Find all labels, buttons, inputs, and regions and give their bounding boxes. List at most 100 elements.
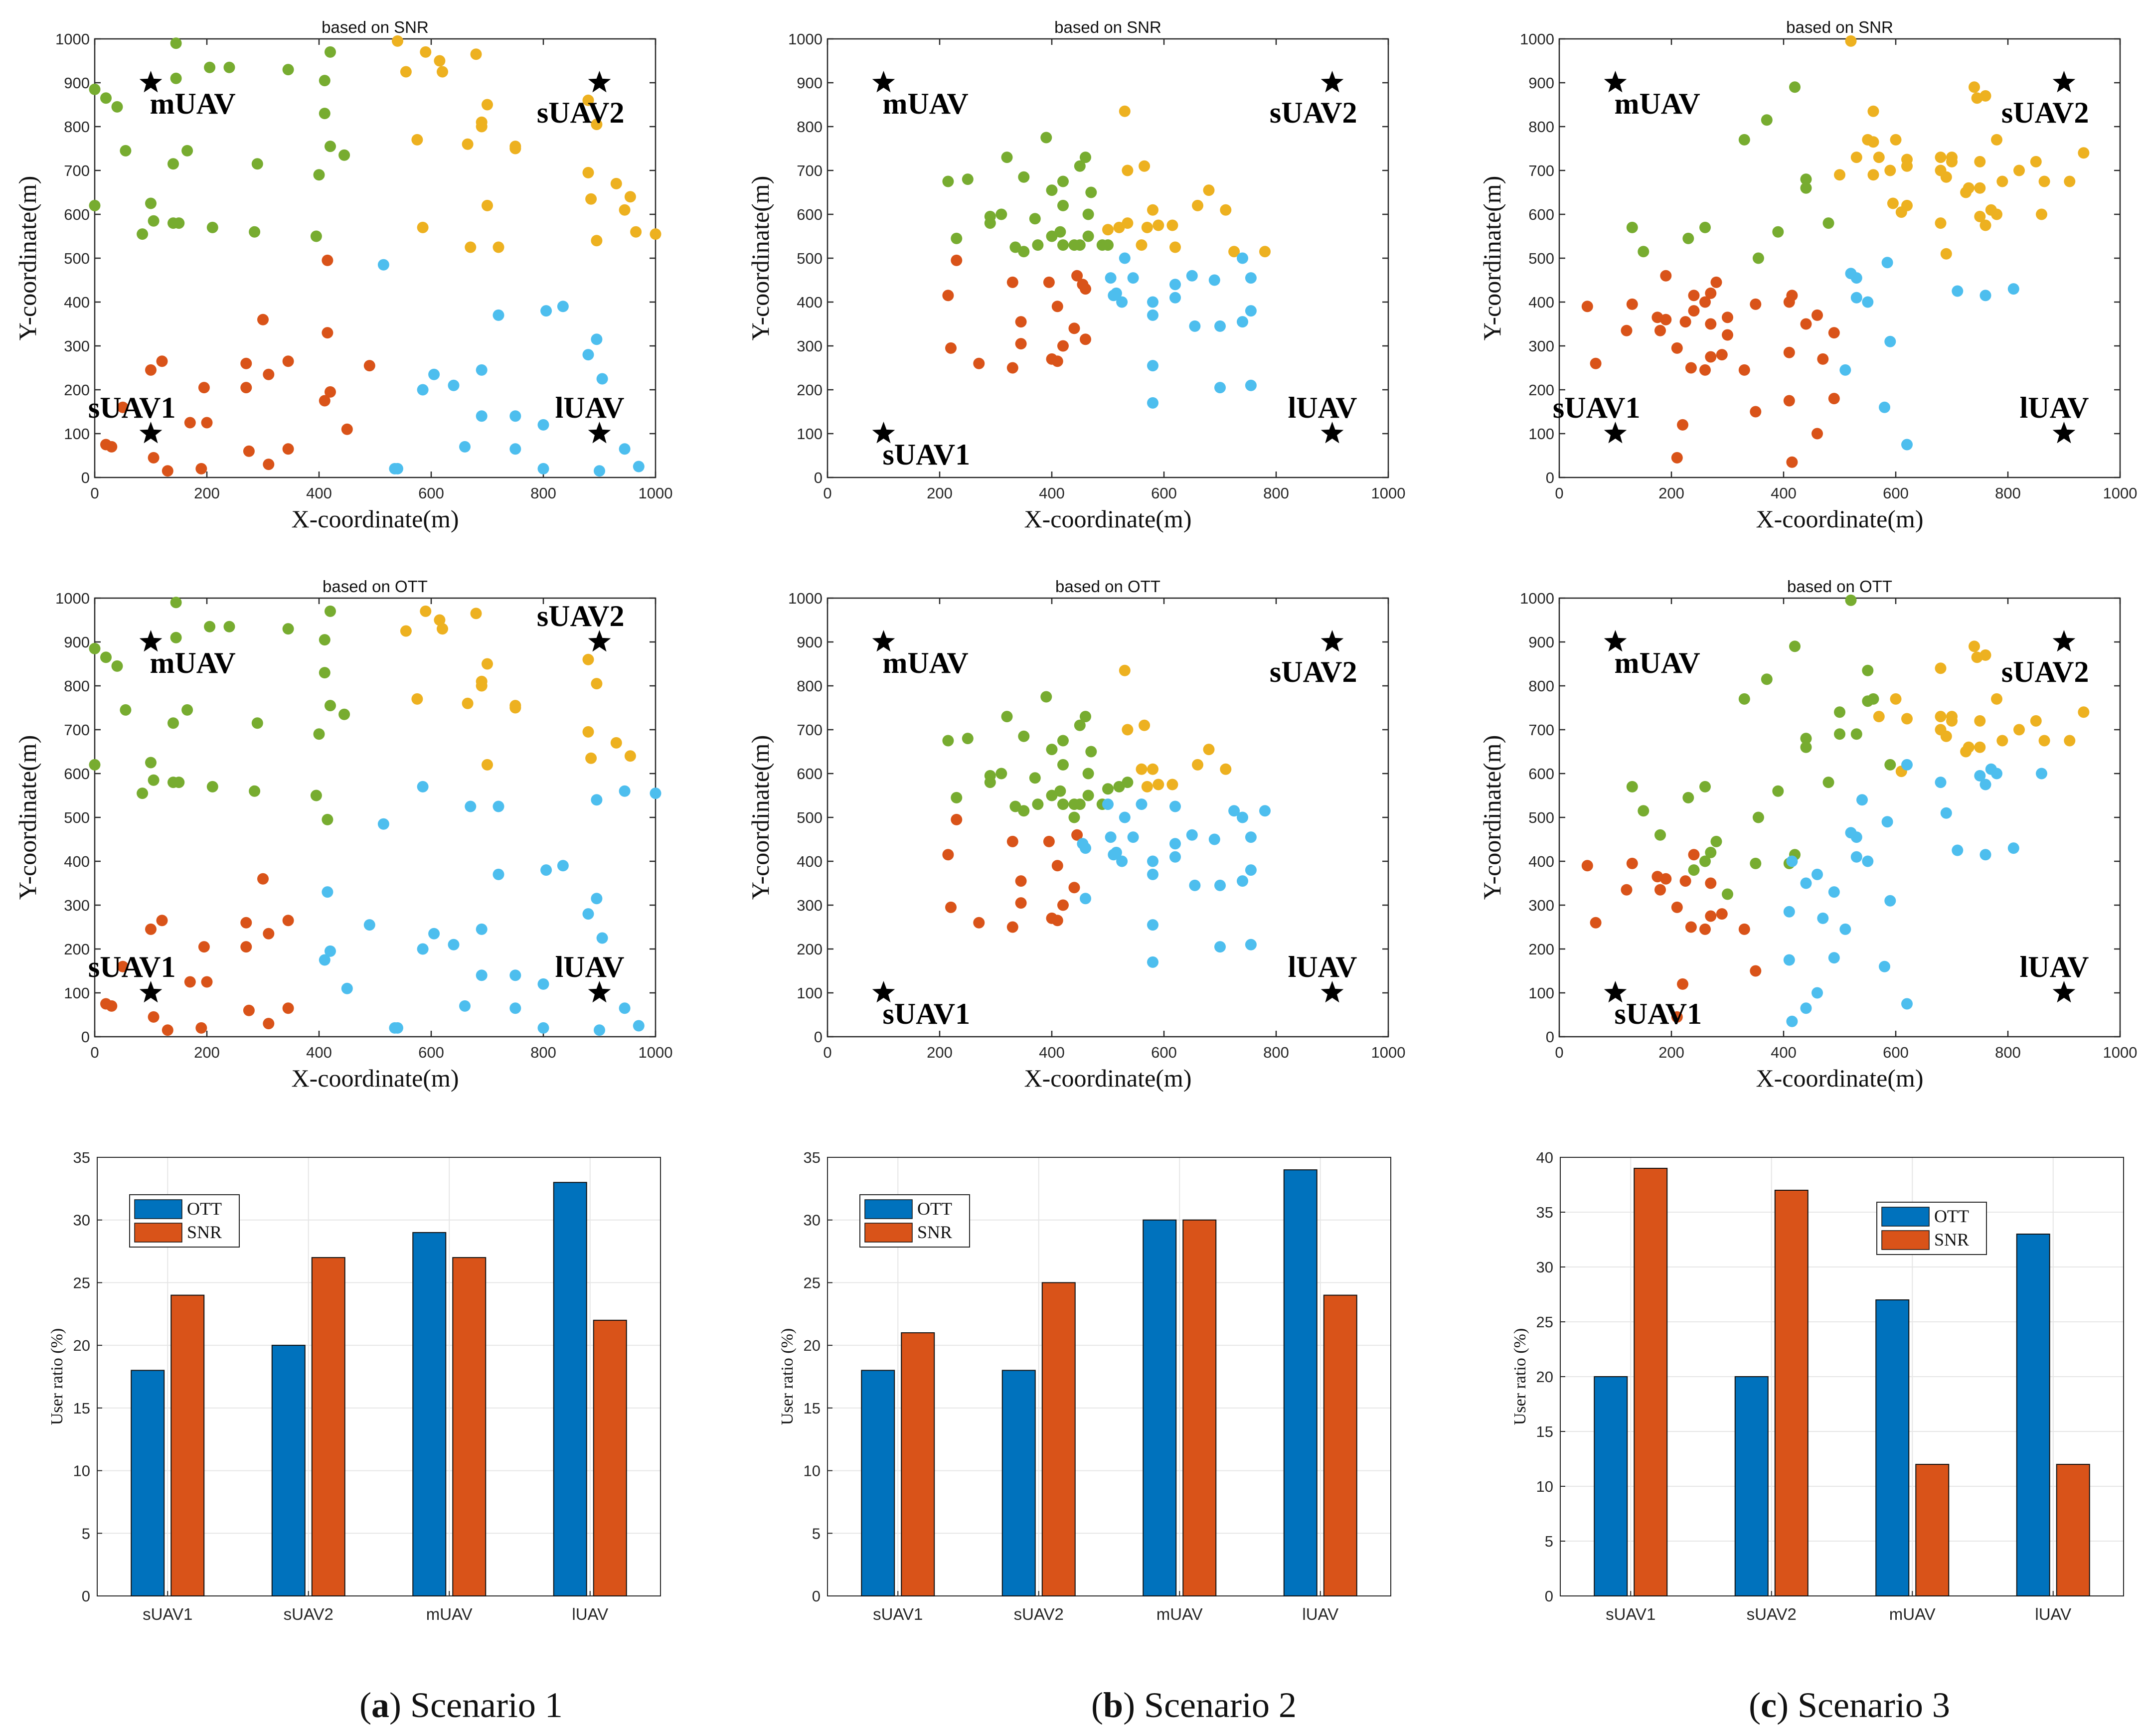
user-point-lUAV <box>1245 939 1257 950</box>
user-point-lUAV <box>1147 360 1158 372</box>
user-point-sUAV1 <box>1671 1011 1683 1023</box>
x-tick-label: 800 <box>530 1044 556 1061</box>
legend-label-OTT: OTT <box>917 1199 952 1219</box>
y-axis-label: Y-coordinate(m) <box>1478 735 1506 900</box>
y-tick-label: 100 <box>64 425 90 443</box>
y-tick-label: 20 <box>1536 1368 1553 1386</box>
user-point-sUAV1 <box>1812 428 1823 440</box>
x-tick-label: 800 <box>1263 484 1289 502</box>
y-tick-label: 100 <box>64 984 90 1002</box>
user-point-mUAV <box>1009 241 1021 253</box>
user-point-mUAV <box>338 149 350 161</box>
user-point-mUAV <box>167 158 179 170</box>
user-point-sUAV1 <box>1817 353 1829 365</box>
y-tick-label: 300 <box>1528 337 1554 355</box>
user-point-mUAV <box>89 759 101 771</box>
user-point-lUAV <box>582 908 594 920</box>
user-point-mUAV <box>206 221 218 233</box>
user-point-sUAV2 <box>582 653 594 665</box>
user-point-sUAV1 <box>1621 324 1633 336</box>
user-point-mUAV <box>89 642 101 654</box>
category-label: lUAV <box>572 1605 608 1623</box>
user-point-sUAV1 <box>1015 897 1027 909</box>
user-point-sUAV1 <box>263 928 275 940</box>
station-star-icon <box>1320 981 1344 1003</box>
user-point-lUAV <box>1169 838 1181 850</box>
user-point-lUAV <box>1147 855 1158 867</box>
user-point-sUAV2 <box>462 138 474 150</box>
user-point-mUAV <box>1688 864 1700 876</box>
user-point-lUAV <box>1102 798 1114 810</box>
user-point-sUAV1 <box>162 465 173 477</box>
user-point-mUAV <box>1761 114 1773 126</box>
user-point-sUAV2 <box>2030 156 2042 167</box>
user-point-lUAV <box>1839 923 1851 935</box>
bar-OTT-lUAV <box>553 1182 587 1597</box>
user-point-mUAV <box>1032 239 1044 251</box>
user-point-sUAV1 <box>1660 873 1672 885</box>
user-point-mUAV <box>1822 217 1834 229</box>
legend-label-OTT: OTT <box>1934 1206 1969 1226</box>
user-point-sUAV2 <box>650 228 661 240</box>
user-point-lUAV <box>1828 952 1840 964</box>
x-tick-label: 400 <box>1039 1044 1065 1061</box>
user-point-sUAV1 <box>263 368 275 380</box>
x-tick-label: 600 <box>1883 1044 1909 1061</box>
station-star-icon <box>139 630 163 652</box>
y-tick-label: 800 <box>1528 677 1554 695</box>
y-tick-label: 400 <box>797 853 823 870</box>
user-point-lUAV <box>2036 768 2047 780</box>
user-point-sUAV2 <box>1867 105 1879 117</box>
y-tick-label: 700 <box>64 162 90 179</box>
y-tick-label: 500 <box>797 250 823 267</box>
user-point-sUAV1 <box>1722 312 1733 323</box>
y-tick-label: 800 <box>64 118 90 136</box>
user-point-sUAV2 <box>1136 239 1148 251</box>
station-label: sUAV1 <box>883 438 971 471</box>
user-point-lUAV <box>1974 770 1986 782</box>
user-point-sUAV2 <box>582 726 594 738</box>
user-point-mUAV <box>1752 252 1764 264</box>
user-point-lUAV <box>377 259 389 271</box>
y-tick-label: 30 <box>804 1212 821 1229</box>
legend-label-SNR: SNR <box>187 1222 222 1242</box>
user-point-mUAV <box>170 72 182 84</box>
station-label: sUAV1 <box>883 997 971 1030</box>
user-point-sUAV1 <box>240 941 252 953</box>
user-point-lUAV <box>557 301 569 313</box>
scatter-plot-6: 0 200 400 600 800 1000 0 100 200 300 400 500 600 700 8… <box>1478 577 2137 1092</box>
user-point-mUAV <box>148 774 160 786</box>
x-tick-label: 0 <box>1555 1044 1563 1061</box>
user-point-sUAV1 <box>1812 309 1823 321</box>
user-point-mUAV <box>1800 182 1812 194</box>
user-point-sUAV2 <box>1960 186 1972 198</box>
user-point-sUAV2 <box>1935 152 1947 163</box>
user-point-sUAV2 <box>1153 779 1164 790</box>
user-point-lUAV <box>476 364 488 376</box>
user-point-sUAV2 <box>434 614 446 626</box>
user-point-sUAV2 <box>1890 693 1902 705</box>
station-label: mUAV <box>150 646 236 679</box>
user-point-mUAV <box>89 199 101 211</box>
user-point-mUAV <box>1122 777 1134 789</box>
user-point-lUAV <box>1952 844 1964 856</box>
user-point-lUAV <box>619 443 631 455</box>
user-point-sUAV1 <box>156 915 168 927</box>
user-point-mUAV <box>1113 781 1125 792</box>
y-tick-label: 15 <box>73 1400 90 1417</box>
y-tick-label: 15 <box>1536 1423 1553 1440</box>
user-point-lUAV <box>1186 270 1198 282</box>
user-point-mUAV <box>1046 230 1058 242</box>
caption-c: (c) Scenario 3 <box>1749 1685 1950 1725</box>
user-point-lUAV <box>417 943 429 955</box>
user-point-mUAV <box>1082 208 1094 220</box>
user-point-lUAV <box>1169 279 1181 291</box>
user-point-lUAV <box>1237 875 1248 887</box>
user-point-mUAV <box>1800 173 1812 185</box>
user-point-sUAV1 <box>1699 364 1711 376</box>
user-point-lUAV <box>1850 292 1862 304</box>
y-tick-label: 10 <box>1536 1478 1553 1495</box>
user-point-sUAV1 <box>1626 298 1638 310</box>
user-point-lUAV <box>459 441 471 453</box>
y-tick-label: 0 <box>82 1587 90 1605</box>
